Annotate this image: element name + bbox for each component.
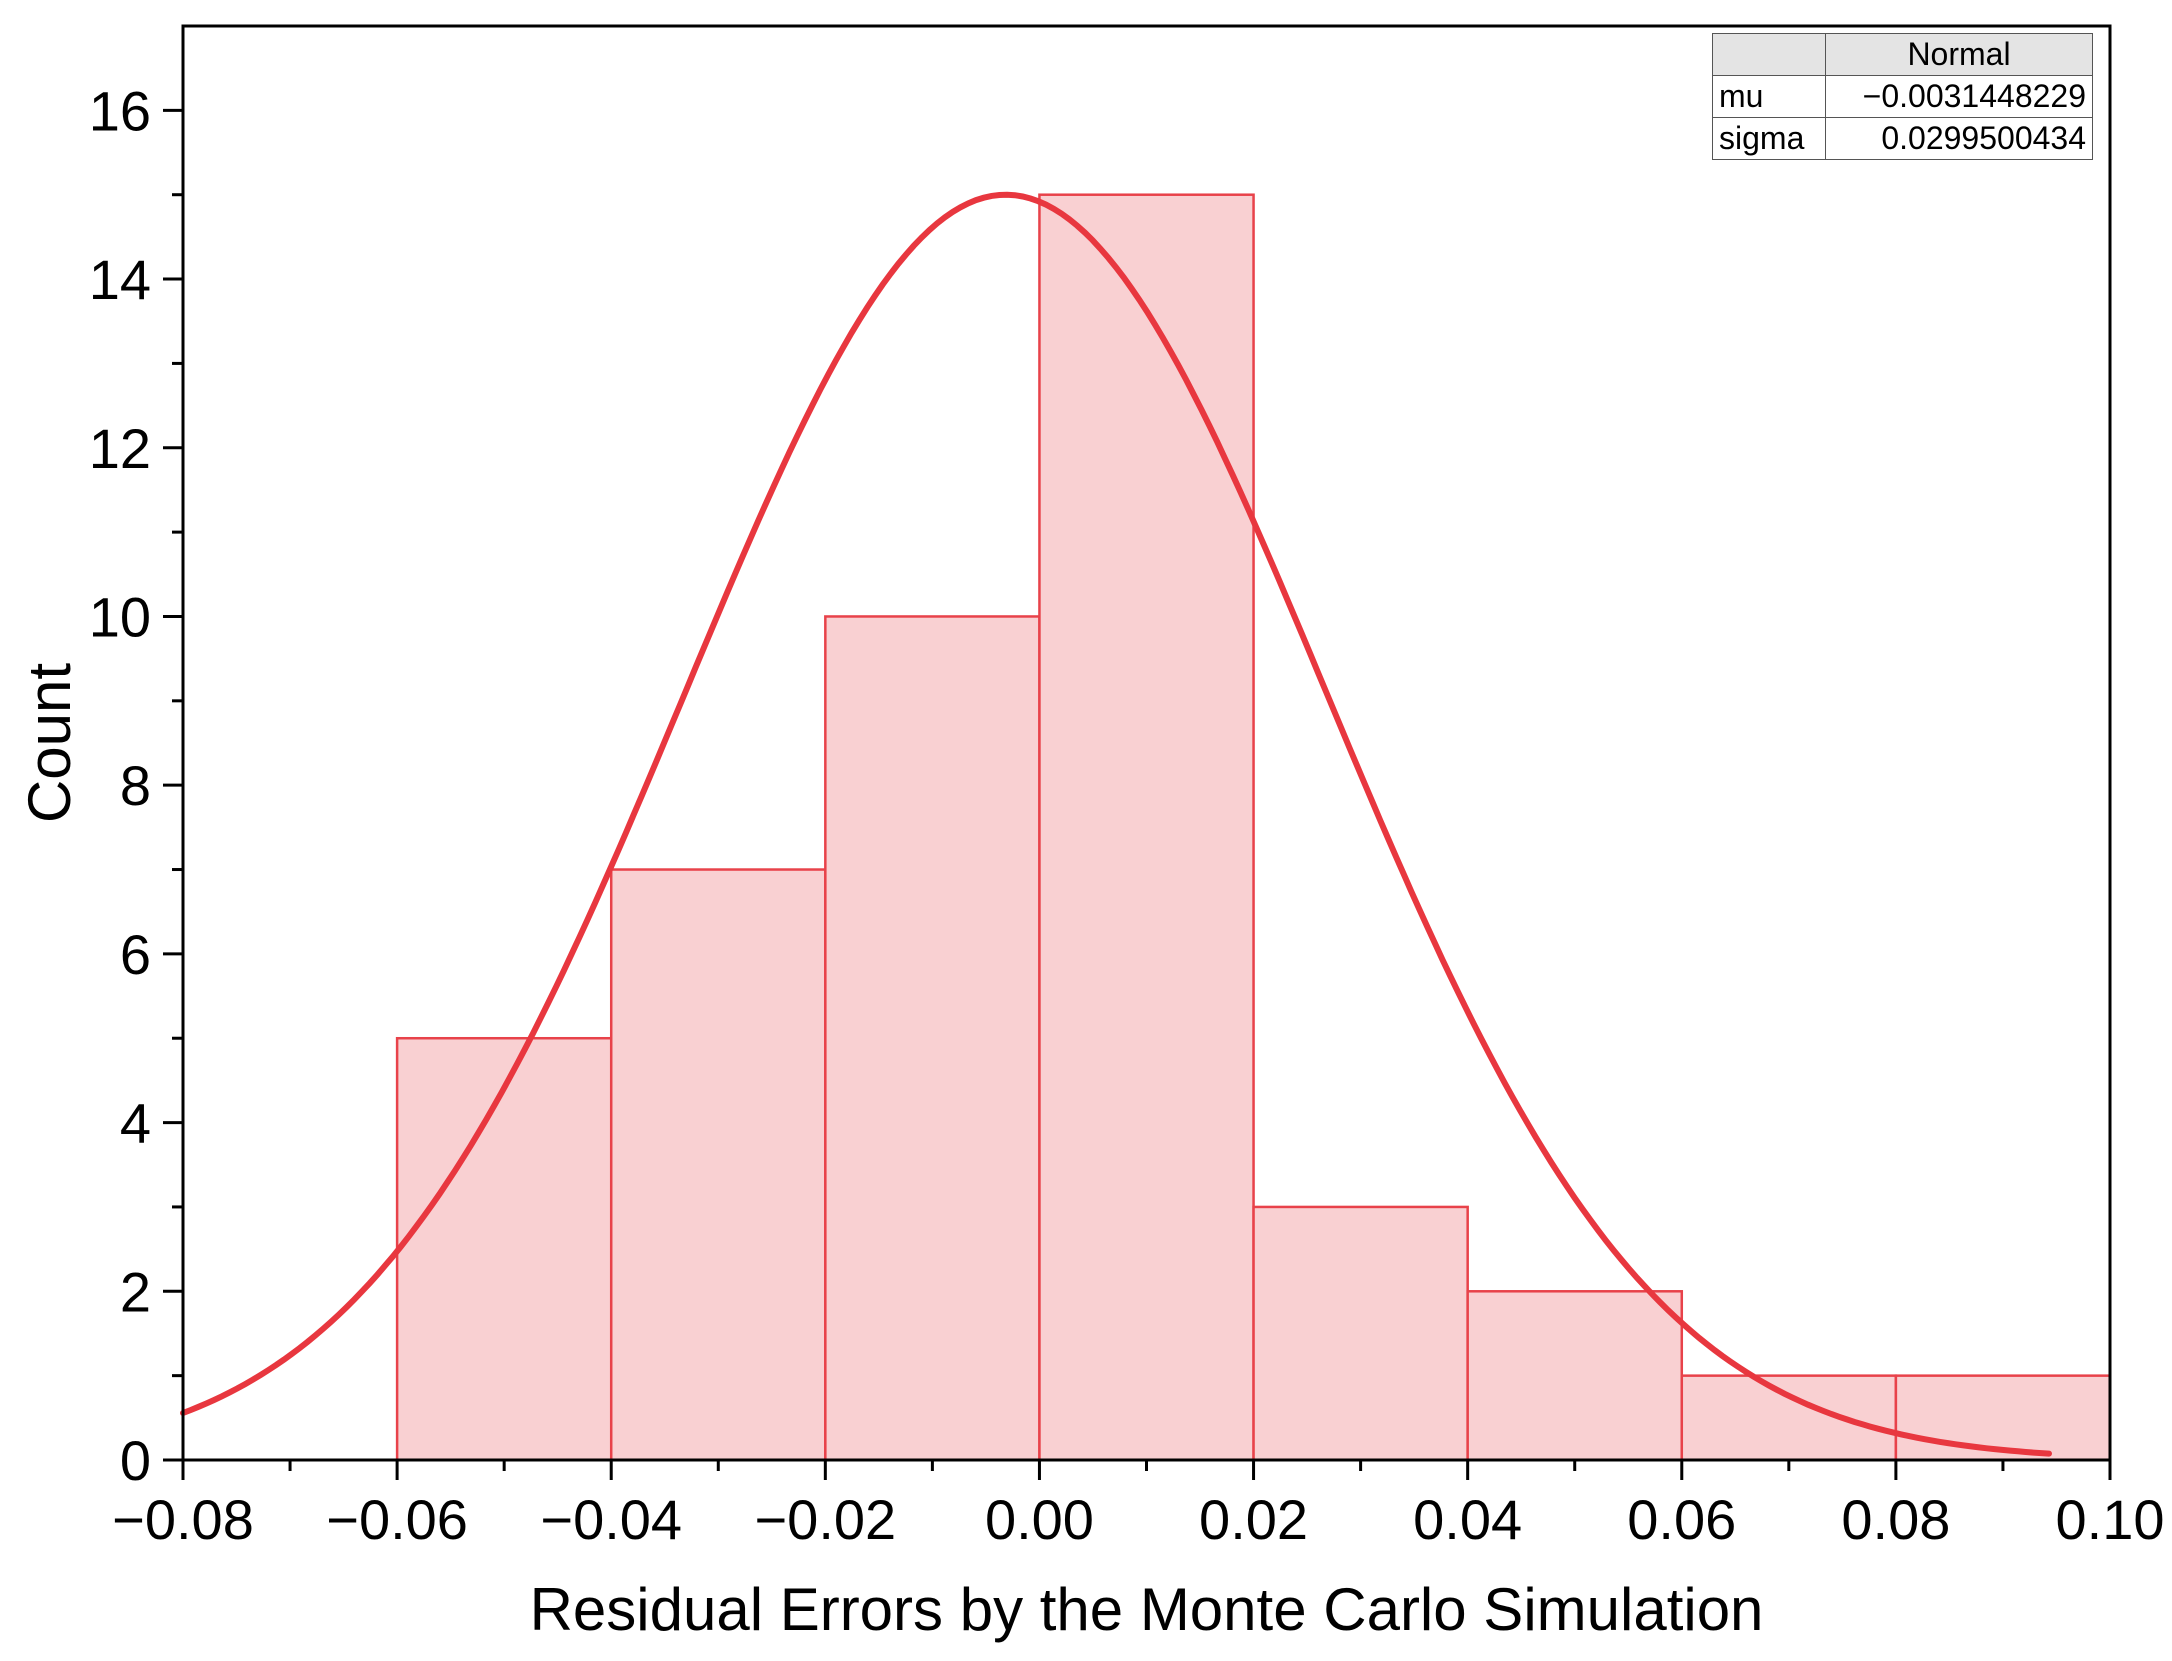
y-tick-label: 4	[120, 1092, 151, 1155]
y-tick-label: 8	[120, 754, 151, 817]
histogram-bar-5	[1466, 1290, 1684, 1462]
histogram-bar-2	[824, 615, 1041, 1462]
x-tick-label: −0.04	[540, 1488, 682, 1551]
y-tick-label: 14	[89, 248, 151, 311]
y-tick-label: 16	[89, 79, 151, 142]
histogram-bar-1	[609, 868, 827, 1462]
tick-labels: −0.08 −0.06 −0.04 −0.02 0.00 0.02 0.04 0.06 0.08…	[89, 79, 2165, 1551]
y-tick-label: 10	[89, 585, 151, 648]
histogram-bar-0	[395, 1036, 613, 1462]
fit-table-mu-value: −0.0031448229	[1825, 75, 2093, 118]
y-tick-label: 0	[120, 1429, 151, 1492]
fit-table-header-distribution: Normal	[1825, 33, 2093, 76]
x-tick-label: 0.10	[2056, 1488, 2165, 1551]
y-tick-label: 12	[89, 417, 151, 480]
x-tick-label: 0.04	[1413, 1488, 1522, 1551]
fit-table-sigma-value: 0.0299500434	[1825, 117, 2093, 160]
x-axis-title: Residual Errors by the Monte Carlo Simul…	[530, 1576, 1764, 1643]
fit-table-mu-label: mu	[1712, 75, 1826, 118]
y-tick-label: 2	[120, 1260, 151, 1323]
fit-parameters-table: Normal mu −0.0031448229 sigma 0.02995004…	[1712, 33, 2093, 160]
x-tick-label: −0.08	[112, 1488, 254, 1551]
x-tick-label: −0.02	[754, 1488, 896, 1551]
fit-table-row-mu: mu −0.0031448229	[1712, 75, 2093, 118]
x-tick-label: 0.00	[985, 1488, 1094, 1551]
axis-ticks	[163, 108, 2112, 1480]
fit-table-row-sigma: sigma 0.0299500434	[1712, 117, 2093, 160]
fit-table-header-blank	[1712, 33, 1826, 76]
y-axis-title: Count	[16, 663, 83, 823]
histogram-bar-3	[1038, 193, 1255, 1462]
normal-fit-curve	[180, 191, 2052, 1457]
histogram-bar-7	[1894, 1374, 2112, 1462]
histogram-bars	[395, 193, 2112, 1462]
x-tick-label: −0.06	[326, 1488, 468, 1551]
x-tick-label: 0.06	[1627, 1488, 1736, 1551]
histogram-bar-6	[1680, 1374, 1898, 1462]
fit-table-sigma-label: sigma	[1712, 117, 1826, 160]
x-tick-label: 0.08	[1841, 1488, 1950, 1551]
histogram-bar-4	[1252, 1205, 1469, 1462]
x-tick-label: 0.02	[1199, 1488, 1308, 1551]
fit-table-header-row: Normal	[1712, 33, 2093, 76]
y-tick-label: 6	[120, 923, 151, 986]
